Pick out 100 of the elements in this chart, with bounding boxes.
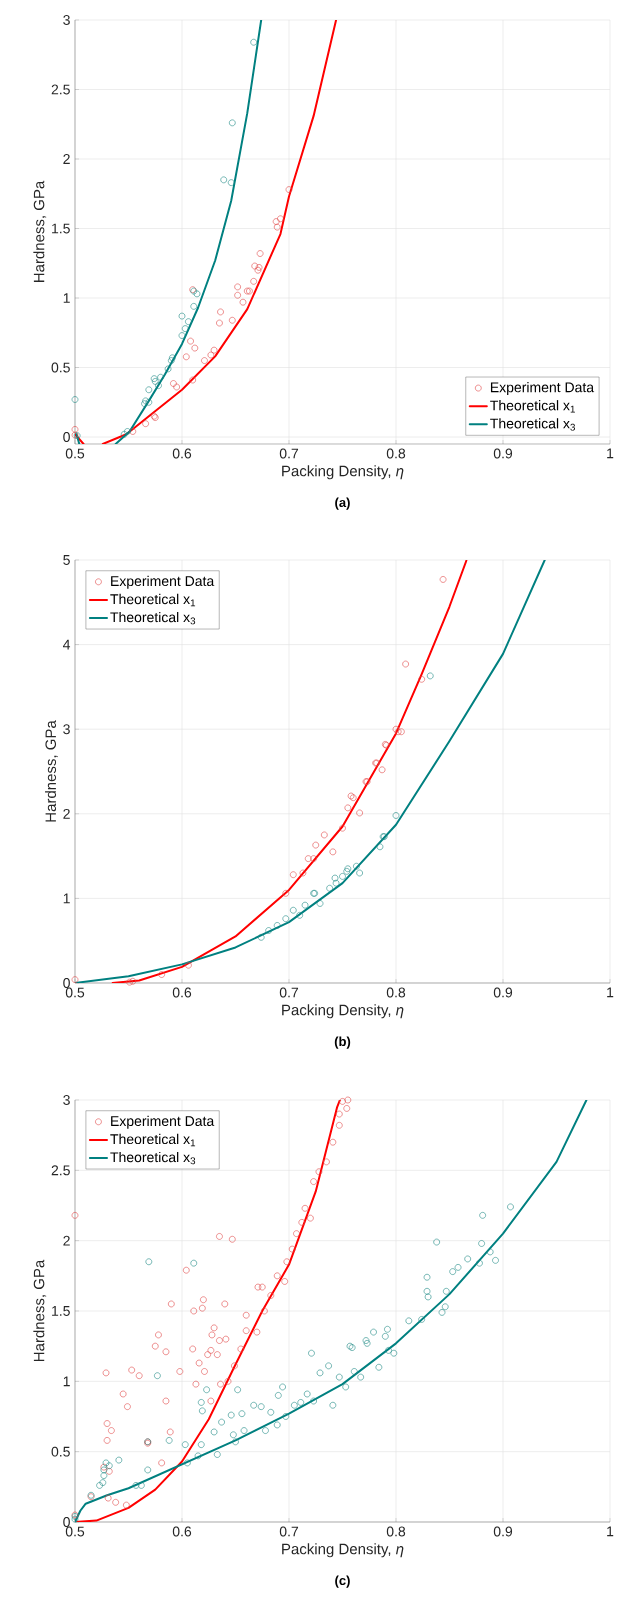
point	[426, 672, 434, 680]
point	[257, 934, 265, 941]
point	[173, 383, 180, 391]
x-tick-label: 0.8	[386, 448, 406, 459]
point	[273, 223, 281, 231]
point	[272, 218, 280, 225]
point	[124, 428, 131, 435]
legend-label: Experiment Data	[490, 382, 595, 396]
y-tick-label: 4	[62, 639, 71, 650]
x-axis-title: Packing Density, η	[282, 465, 404, 480]
point	[310, 855, 317, 862]
y-tick-label: 0	[63, 432, 70, 442]
y-tick-label: 0.5	[51, 1446, 70, 1457]
point	[326, 884, 333, 892]
y-tick-label: 1.5	[52, 223, 70, 234]
point	[168, 357, 175, 364]
text: (b)	[334, 1036, 351, 1049]
y-tick-label: 1	[63, 1376, 70, 1387]
point	[243, 287, 251, 295]
point	[343, 868, 351, 875]
point	[129, 978, 137, 985]
point	[321, 831, 328, 839]
point	[332, 879, 340, 887]
x-tick-label: 0.8	[386, 987, 406, 998]
point	[282, 915, 290, 922]
point	[402, 660, 409, 668]
x-tick-label: 1	[607, 1526, 614, 1537]
text: (c)	[335, 1575, 350, 1588]
point	[169, 354, 176, 362]
x-tick-label: 0.6	[172, 987, 192, 998]
point	[207, 351, 215, 359]
point	[273, 922, 281, 929]
point	[265, 927, 272, 934]
point	[145, 398, 153, 406]
point	[217, 308, 224, 316]
point	[356, 869, 363, 877]
point	[296, 912, 303, 919]
point	[193, 290, 201, 298]
y-tick-label: 2.5	[51, 1165, 70, 1176]
y-tick-label: 1.5	[52, 1306, 70, 1316]
point	[250, 38, 257, 46]
y-tick-label: 1	[63, 293, 70, 303]
y-axis-title: Hardness, GPa	[33, 180, 47, 283]
point	[289, 906, 297, 914]
point	[178, 332, 186, 339]
point	[250, 278, 257, 285]
point	[141, 400, 148, 407]
point	[344, 865, 352, 873]
point	[239, 298, 247, 306]
point	[158, 971, 165, 978]
x-tick-label: 0.9	[493, 1526, 513, 1537]
y-axis-title: Hardness, GPa	[33, 1259, 47, 1362]
point	[142, 397, 149, 405]
x-tick-label: 1	[607, 987, 614, 998]
text: (a)	[335, 497, 350, 510]
x-tick-label: 0.7	[279, 448, 299, 459]
point	[71, 426, 79, 433]
point	[227, 179, 235, 186]
point	[120, 430, 128, 438]
legend-label: Experiment Data	[111, 575, 215, 589]
point	[190, 303, 198, 310]
point	[228, 119, 236, 127]
x-tick-label: 0.7	[279, 987, 299, 998]
legend-label: Theoretical x$_{3}$	[490, 418, 575, 431]
point	[418, 675, 425, 683]
point	[246, 287, 253, 295]
point	[170, 380, 177, 387]
point	[216, 319, 223, 327]
point	[164, 365, 172, 373]
x-tick-label: 0.7	[279, 1526, 299, 1537]
point	[398, 728, 405, 736]
point	[157, 373, 164, 381]
point	[185, 961, 192, 969]
point	[304, 855, 312, 862]
legend-label: Theoretical x$_{1}$	[110, 593, 196, 607]
point	[187, 337, 194, 345]
point	[339, 873, 346, 880]
point	[178, 312, 186, 320]
point	[316, 900, 324, 907]
point	[228, 316, 236, 324]
point	[254, 266, 262, 274]
point	[277, 215, 284, 223]
point	[71, 976, 79, 983]
point	[210, 346, 218, 354]
x-axis-title: Packing Density, η	[282, 1543, 404, 1558]
point	[251, 262, 259, 270]
point	[255, 264, 263, 271]
point	[344, 804, 352, 812]
point	[145, 386, 153, 394]
point	[129, 428, 137, 435]
y-tick-label: 0	[63, 1517, 70, 1527]
y-tick-label: 3	[63, 1095, 70, 1105]
point	[289, 871, 297, 878]
point	[151, 378, 159, 385]
legend-label: Theoretical x$_{1}$	[490, 400, 575, 413]
point	[220, 176, 228, 184]
point	[181, 325, 189, 332]
point	[182, 353, 190, 361]
point	[185, 318, 192, 325]
point	[191, 344, 199, 352]
